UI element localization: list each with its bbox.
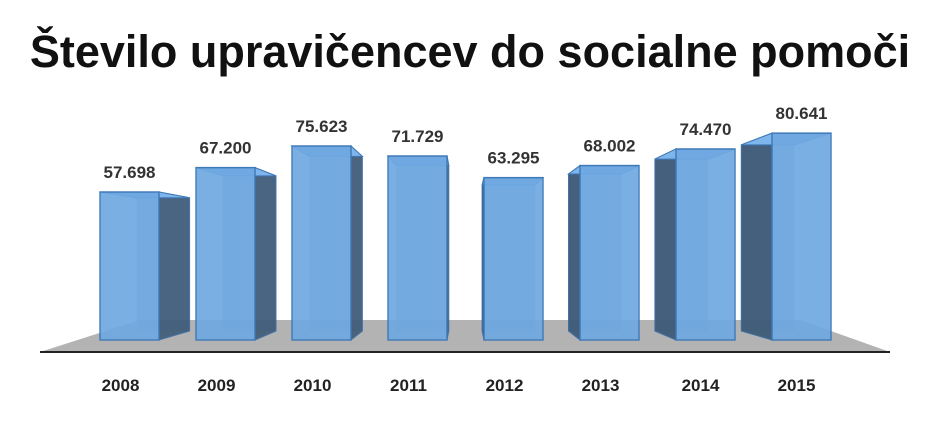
x-tick-label: 2011	[390, 376, 427, 395]
bar-side-face	[158, 191, 191, 341]
bar-2014	[675, 148, 736, 341]
data-label: 68.002	[584, 137, 636, 156]
data-label: 67.200	[200, 139, 252, 158]
bar-side-face	[740, 132, 773, 341]
bar-2012	[483, 176, 544, 341]
bar-2010	[291, 145, 352, 341]
bar-side-face	[254, 166, 277, 341]
data-label: 57.698	[104, 163, 156, 182]
x-tick-label: 2014	[682, 376, 720, 395]
data-label: 71.729	[392, 127, 444, 146]
x-tick-label: 2008	[102, 376, 140, 395]
data-label: 63.295	[488, 149, 540, 168]
data-label: 74.470	[680, 120, 732, 139]
bar-2009	[195, 166, 256, 341]
x-tick-label: 2012	[486, 376, 524, 395]
bar-side-face	[568, 164, 581, 342]
bar-2008	[99, 191, 160, 341]
data-label: 80.641	[776, 104, 828, 123]
x-tick-label: 2010	[294, 376, 332, 395]
bar-2015	[771, 132, 832, 341]
bar-side-face	[654, 148, 677, 341]
bar-2011	[387, 155, 448, 341]
x-tick-label: 2009	[198, 376, 236, 395]
bar-side-face	[350, 144, 363, 342]
data-label: 75.623	[296, 117, 348, 136]
chart-title: Število upravičencev do socialne pomoči	[29, 26, 911, 77]
x-tick-label: 2015	[778, 376, 816, 395]
bar-2013	[579, 164, 640, 341]
x-tick-label: 2013	[582, 376, 620, 395]
